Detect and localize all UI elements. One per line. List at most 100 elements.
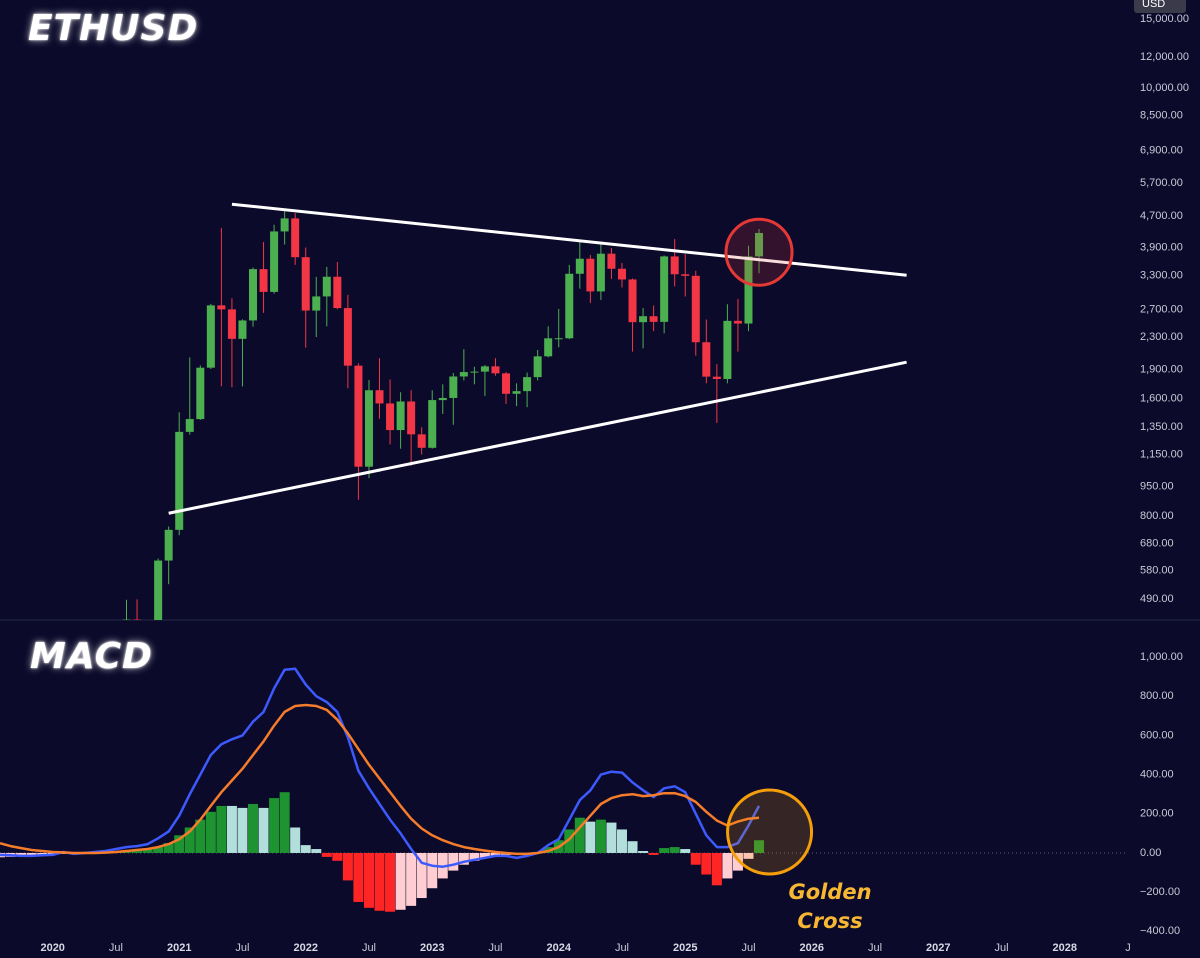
- currency-label: USD: [1142, 0, 1165, 10]
- macd-line: [0, 703, 760, 856]
- candle-body: [154, 560, 163, 620]
- candle-body: [512, 391, 521, 394]
- trendline: [168, 360, 907, 515]
- histogram-bar: [458, 852, 469, 865]
- histogram-bar: [722, 852, 733, 879]
- histogram-bar: [585, 821, 596, 853]
- candle-body: [607, 253, 616, 269]
- candle-body: [681, 274, 690, 276]
- y-tick-label: 1,350.00: [1140, 421, 1183, 433]
- candle-body: [523, 377, 532, 392]
- candle-body: [133, 619, 142, 620]
- y-tick-label: 6,900.00: [1140, 145, 1183, 157]
- histogram-bar: [743, 852, 754, 859]
- x-tick-label: 2026: [799, 942, 823, 954]
- histogram-bar: [680, 849, 691, 853]
- candle-body: [206, 305, 215, 368]
- histogram-bar: [163, 843, 174, 853]
- y-tick-label: 490.00: [1140, 593, 1174, 605]
- chart-title: MACD: [30, 636, 153, 677]
- candle-body: [386, 403, 395, 431]
- histogram-bar: [321, 852, 332, 857]
- histogram-bar: [754, 840, 765, 853]
- candle-body: [649, 316, 658, 322]
- histogram-bar: [269, 798, 280, 853]
- y-tick-label: 680.00: [1140, 537, 1174, 549]
- y-tick-label: −400.00: [1140, 925, 1180, 937]
- highlight-circle: [724, 217, 794, 287]
- histogram-bar: [469, 852, 480, 861]
- candle-body: [175, 431, 184, 530]
- candle-body: [354, 365, 363, 467]
- highlight-circle: [726, 788, 814, 876]
- y-tick-label: 200.00: [1140, 808, 1174, 820]
- histogram-bar: [279, 792, 290, 853]
- x-tick-label: Jul: [235, 942, 249, 954]
- x-tick-label: Jul: [994, 942, 1008, 954]
- histogram-bar: [595, 819, 606, 853]
- histogram-bar: [142, 849, 153, 853]
- histogram-bar: [353, 852, 364, 902]
- x-tick-label: Jul: [868, 942, 882, 954]
- candle-body: [702, 342, 711, 377]
- histogram-bar: [669, 847, 680, 853]
- annotation: Golden Cross: [788, 880, 872, 933]
- y-tick-label: 8,500.00: [1140, 109, 1183, 121]
- histogram-bar: [638, 851, 649, 853]
- histogram-bar: [26, 852, 37, 856]
- candle-body: [502, 373, 511, 394]
- histogram-bar: [342, 852, 353, 881]
- histogram-bar: [606, 822, 617, 853]
- candle-body: [185, 419, 194, 432]
- candle-body: [375, 390, 384, 404]
- candle-body: [586, 258, 595, 292]
- y-tick-label: 5,700.00: [1140, 177, 1183, 189]
- histogram-bar: [174, 835, 185, 853]
- histogram-bar: [448, 852, 459, 871]
- candle-body: [227, 309, 236, 339]
- histogram-bar: [690, 852, 701, 865]
- candle-body: [712, 376, 721, 380]
- x-tick-label: Jul: [362, 942, 376, 954]
- y-tick-label: 580.00: [1140, 564, 1174, 576]
- candle-body: [449, 376, 458, 398]
- x-tick-label: 2024: [546, 942, 571, 954]
- x-tick-label: 2021: [167, 942, 191, 954]
- candle-body: [259, 269, 268, 292]
- currency-badge: [1134, 0, 1186, 13]
- candle-body: [249, 269, 258, 321]
- histogram-bar: [216, 805, 227, 853]
- y-tick-label: 4,700.00: [1140, 210, 1183, 222]
- candle-body: [628, 279, 637, 323]
- histogram-bar: [205, 811, 216, 853]
- candle-body: [122, 619, 131, 620]
- candle-body: [733, 320, 742, 324]
- histogram-bar: [153, 847, 164, 853]
- x-tick-label: 2025: [673, 942, 697, 954]
- y-tick-label: 2,700.00: [1140, 304, 1183, 316]
- histogram-bar: [311, 849, 322, 853]
- y-tick-label: 1,900.00: [1140, 363, 1183, 375]
- x-tick-label: Jul: [615, 942, 629, 954]
- y-tick-label: 0.00: [1140, 847, 1161, 859]
- candle-body: [396, 401, 405, 431]
- histogram-bar: [479, 852, 490, 858]
- candle-body: [596, 253, 605, 292]
- macd-plot: [0, 667, 1128, 912]
- candle-body: [280, 218, 289, 232]
- x-tick-label: Jul: [109, 942, 123, 954]
- y-tick-label: 2,300.00: [1140, 331, 1183, 343]
- candle-body: [322, 276, 331, 297]
- x-tick-label: Jul: [741, 942, 755, 954]
- x-tick-label: 2027: [926, 942, 950, 954]
- x-tick-label: 2022: [293, 942, 317, 954]
- candle-body: [428, 400, 437, 448]
- candle-body: [238, 320, 247, 339]
- candle-body: [196, 367, 205, 420]
- candle-body: [554, 338, 563, 340]
- y-tick-label: 10,000.00: [1140, 82, 1189, 94]
- candle-body: [470, 371, 479, 373]
- histogram-bar: [237, 807, 248, 853]
- candle-body: [333, 276, 342, 309]
